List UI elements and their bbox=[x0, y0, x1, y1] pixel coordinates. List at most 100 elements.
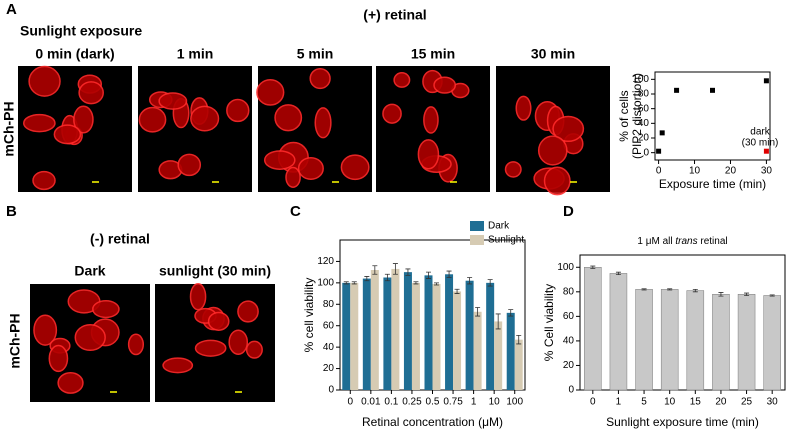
cell-blob bbox=[515, 95, 532, 121]
bar bbox=[494, 321, 503, 390]
chart-title: 1 μM all trans retinal bbox=[637, 236, 727, 247]
y-tick-label: 100 bbox=[632, 74, 649, 85]
cell-blob bbox=[537, 135, 568, 166]
error-bar bbox=[508, 309, 514, 317]
error-bar bbox=[405, 268, 411, 276]
cell-blob bbox=[57, 372, 84, 394]
y-axis-label: (PIP2 distortion) bbox=[630, 73, 644, 159]
y-tick-label: 120 bbox=[317, 256, 334, 267]
bar bbox=[465, 280, 474, 390]
y-tick-label: 80 bbox=[323, 299, 335, 310]
error-bar bbox=[769, 294, 775, 297]
error-bar bbox=[667, 288, 673, 291]
x-tick-label: 0 bbox=[590, 397, 596, 408]
x-tick-label: 30 bbox=[767, 397, 779, 408]
y-axis-label: % cell viability bbox=[302, 278, 316, 353]
legend-swatch bbox=[470, 221, 484, 231]
x-axis-label: Retinal concentration (μM) bbox=[362, 415, 503, 429]
subheading: Sunlight exposure bbox=[20, 23, 142, 39]
bar bbox=[391, 268, 400, 390]
x-tick-label: 5 bbox=[641, 397, 647, 408]
bar bbox=[473, 311, 482, 390]
bar bbox=[453, 291, 462, 390]
cell-blob bbox=[23, 113, 56, 133]
bar bbox=[350, 282, 359, 390]
x-tick-label: 10 bbox=[664, 397, 676, 408]
image-caption: 30 min bbox=[531, 46, 575, 62]
legend-label: Sunlight bbox=[488, 235, 524, 246]
y-tick-label: 60 bbox=[563, 311, 575, 322]
bar bbox=[584, 267, 602, 391]
x-tick-label: 15 bbox=[690, 397, 702, 408]
y-tick-label: 0 bbox=[643, 147, 649, 158]
error-bar bbox=[392, 263, 398, 275]
row-label: mCh-PH bbox=[1, 101, 17, 156]
image-caption: sunlight (30 min) bbox=[159, 263, 271, 279]
x-tick-label: 0 bbox=[347, 397, 353, 408]
error-bar bbox=[467, 277, 473, 285]
x-tick-label: 100 bbox=[506, 397, 523, 408]
title-part: trans bbox=[675, 236, 697, 247]
cell-blob bbox=[382, 103, 402, 124]
x-tick-label: 0.5 bbox=[426, 397, 440, 408]
cell-blob bbox=[285, 166, 301, 189]
bar bbox=[686, 290, 705, 391]
bar bbox=[445, 274, 454, 390]
x-tick-label: 1 bbox=[616, 397, 622, 408]
cell-blob bbox=[194, 339, 227, 357]
error-bar bbox=[426, 271, 431, 279]
heading: (-) retinal bbox=[90, 231, 150, 247]
x-tick-label: 0.25 bbox=[402, 397, 422, 408]
x-axis-label: Exposure time (min) bbox=[659, 177, 766, 191]
y-tick-label: 80 bbox=[638, 89, 650, 100]
title-part: retinal bbox=[698, 236, 728, 247]
error-bar bbox=[718, 292, 724, 297]
panel-label: B bbox=[6, 203, 17, 220]
bar bbox=[403, 272, 412, 390]
cell-blob bbox=[177, 153, 202, 177]
bar bbox=[411, 282, 420, 390]
image-caption: 0 min (dark) bbox=[35, 46, 114, 62]
bar bbox=[370, 270, 379, 390]
y-tick-label: 40 bbox=[638, 118, 650, 129]
x-tick-label: 0.1 bbox=[384, 397, 398, 408]
point bbox=[656, 148, 662, 154]
error-bar bbox=[446, 270, 452, 278]
bar bbox=[362, 278, 371, 390]
bar bbox=[635, 289, 653, 391]
error-bar bbox=[487, 279, 493, 287]
cell-blob bbox=[207, 311, 230, 331]
point bbox=[674, 87, 680, 93]
plot-frame bbox=[579, 254, 786, 391]
cell-blob bbox=[158, 92, 188, 110]
error-bar bbox=[372, 265, 378, 275]
error-bar bbox=[454, 288, 460, 294]
bar bbox=[486, 282, 495, 390]
image-caption: Dark bbox=[74, 263, 105, 279]
cell-blob bbox=[433, 76, 457, 94]
bar bbox=[609, 273, 628, 391]
cell-blob bbox=[263, 150, 296, 170]
error-bar bbox=[615, 271, 621, 276]
cell-blob bbox=[297, 156, 324, 180]
x-tick-label: 0.01 bbox=[361, 397, 381, 408]
cell-blob bbox=[226, 98, 250, 123]
bar bbox=[712, 294, 730, 391]
error-bar bbox=[516, 334, 522, 345]
error-bar bbox=[351, 281, 357, 285]
cell-blob bbox=[189, 283, 207, 311]
error-bar bbox=[590, 265, 596, 269]
cell-blob bbox=[274, 104, 303, 132]
x-tick-label: 25 bbox=[741, 397, 753, 408]
title-part: 1 μM all bbox=[637, 236, 675, 247]
error-bar bbox=[364, 276, 370, 282]
error-bar bbox=[495, 313, 501, 330]
error-bar bbox=[744, 292, 750, 296]
image-caption: 1 min bbox=[177, 46, 214, 62]
cell-blob bbox=[73, 105, 94, 134]
cell-blob bbox=[340, 154, 370, 181]
error-bar bbox=[343, 281, 349, 285]
point bbox=[659, 130, 665, 136]
cell-blob bbox=[127, 333, 145, 356]
